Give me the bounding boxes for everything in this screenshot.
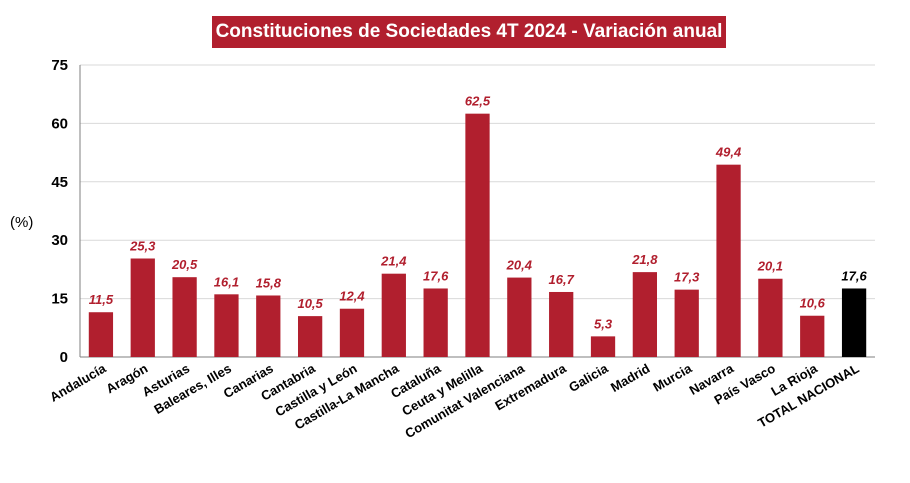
data-label: 62,5 (465, 94, 491, 109)
y-tick-label: 60 (51, 115, 68, 132)
bar-Extremadura (549, 291, 574, 357)
data-label: 17,6 (841, 268, 867, 283)
bar-País Vasco (758, 278, 783, 357)
data-label: 17,6 (423, 268, 449, 283)
bars (88, 113, 867, 358)
x-tick-label: Madrid (608, 361, 652, 395)
data-label: 11,5 (89, 292, 114, 307)
data-label: 17,3 (674, 270, 700, 285)
bar-Canarias (256, 295, 281, 357)
data-label: 20,1 (757, 259, 783, 274)
bar-Comunitat Valenciana (507, 277, 532, 357)
data-label: 49,4 (715, 145, 742, 160)
y-tick-label: 75 (51, 57, 68, 74)
data-label: 16,7 (549, 272, 575, 287)
y-tick-label: 45 (51, 174, 68, 191)
bar-Murcia (674, 289, 699, 357)
bar-Baleares, Illes (214, 294, 239, 357)
data-label: 10,6 (800, 296, 826, 311)
data-label: 20,5 (171, 257, 198, 272)
y-tick-labels: 0 15 30 45 60 75 (51, 57, 68, 366)
bar-Navarra (716, 164, 741, 357)
bar-Aragón (130, 258, 155, 357)
bar-Asturias (172, 277, 197, 357)
bar-Cataluña (423, 288, 448, 357)
data-label: 21,4 (380, 254, 407, 269)
bar-Castilla y León (339, 308, 365, 357)
y-tick-label: 30 (51, 232, 68, 249)
data-labels: 11,5 25,3 20,5 16,1 15,8 10,5 12,4 21,4 17,6 62,5… (89, 94, 868, 332)
bar-Madrid (632, 272, 658, 357)
data-label: 21,8 (631, 252, 658, 267)
y-tick-label: 0 (60, 349, 68, 366)
data-label: 10,5 (297, 296, 323, 311)
bar-La Rioja (800, 315, 825, 357)
bar-Castilla-La Mancha (381, 273, 406, 357)
data-label: 16,1 (214, 274, 239, 289)
x-tick-label: Galicia (566, 360, 611, 395)
data-label: 15,8 (256, 275, 282, 290)
data-label: 5,3 (594, 316, 613, 331)
data-label: 25,3 (129, 238, 156, 253)
bar-TOTAL NACIONAL (841, 288, 867, 357)
data-label: 20,4 (506, 258, 533, 273)
chart-title: Constituciones de Sociedades 4T 2024 - V… (212, 16, 726, 48)
bar-Andalucía (88, 312, 114, 357)
bar-Galicia (590, 336, 616, 357)
y-tick-label: 15 (51, 291, 68, 308)
y-axis-label: (%) (10, 214, 34, 231)
data-label: 12,4 (339, 289, 365, 304)
x-tick-label: Andalucía (47, 360, 109, 404)
bar-Cantabria (297, 316, 323, 357)
bar-Ceuta y Melilla (465, 113, 490, 358)
